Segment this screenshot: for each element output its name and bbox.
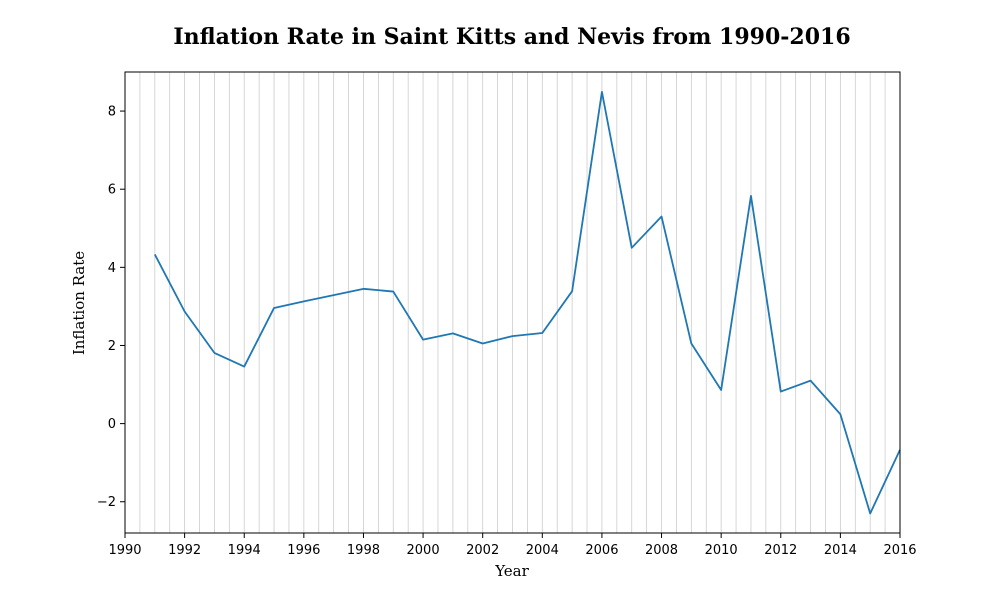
gridlines [139, 72, 901, 533]
y-axis: −2 0 2 4 6 8 [97, 105, 125, 510]
x-tick-label-2002: 2002 [466, 543, 499, 558]
series-line-0 [154, 91, 901, 515]
x-axis: 1990 1992 1994 1996 1998 2000 2002 2004 2006 2008… [108, 533, 917, 558]
x-tick-label-2014: 2014 [824, 543, 857, 558]
y-tick-label--2: −2 [97, 495, 116, 510]
chart-title: Inflation Rate in Saint Kitts and Nevis … [173, 24, 850, 50]
plot-frame [124, 71, 901, 534]
x-tick-label-2004: 2004 [526, 543, 559, 558]
y-axis-label: Inflation Rate [70, 251, 88, 355]
x-tick-label-1998: 1998 [347, 543, 380, 558]
series-layer [154, 91, 901, 515]
y-tick-label-0: 0 [108, 417, 116, 432]
x-tick-label-1994: 1994 [228, 543, 261, 558]
x-tick-label-1996: 1996 [287, 543, 320, 558]
x-axis-label: Year [494, 562, 529, 580]
x-tick-label-1990: 1990 [108, 543, 141, 558]
y-tick-label-4: 4 [108, 261, 116, 276]
x-tick-label-1992: 1992 [168, 543, 201, 558]
y-tick-label-8: 8 [108, 105, 116, 120]
x-tick-label-2012: 2012 [764, 543, 797, 558]
y-tick-label-2: 2 [108, 339, 116, 354]
x-tick-label-2008: 2008 [645, 543, 678, 558]
x-tick-label-2000: 2000 [407, 543, 440, 558]
x-tick-label-2006: 2006 [585, 543, 618, 558]
y-tick-label-6: 6 [108, 183, 116, 198]
x-tick-label-2016: 2016 [883, 543, 916, 558]
x-tick-label-2010: 2010 [705, 543, 738, 558]
